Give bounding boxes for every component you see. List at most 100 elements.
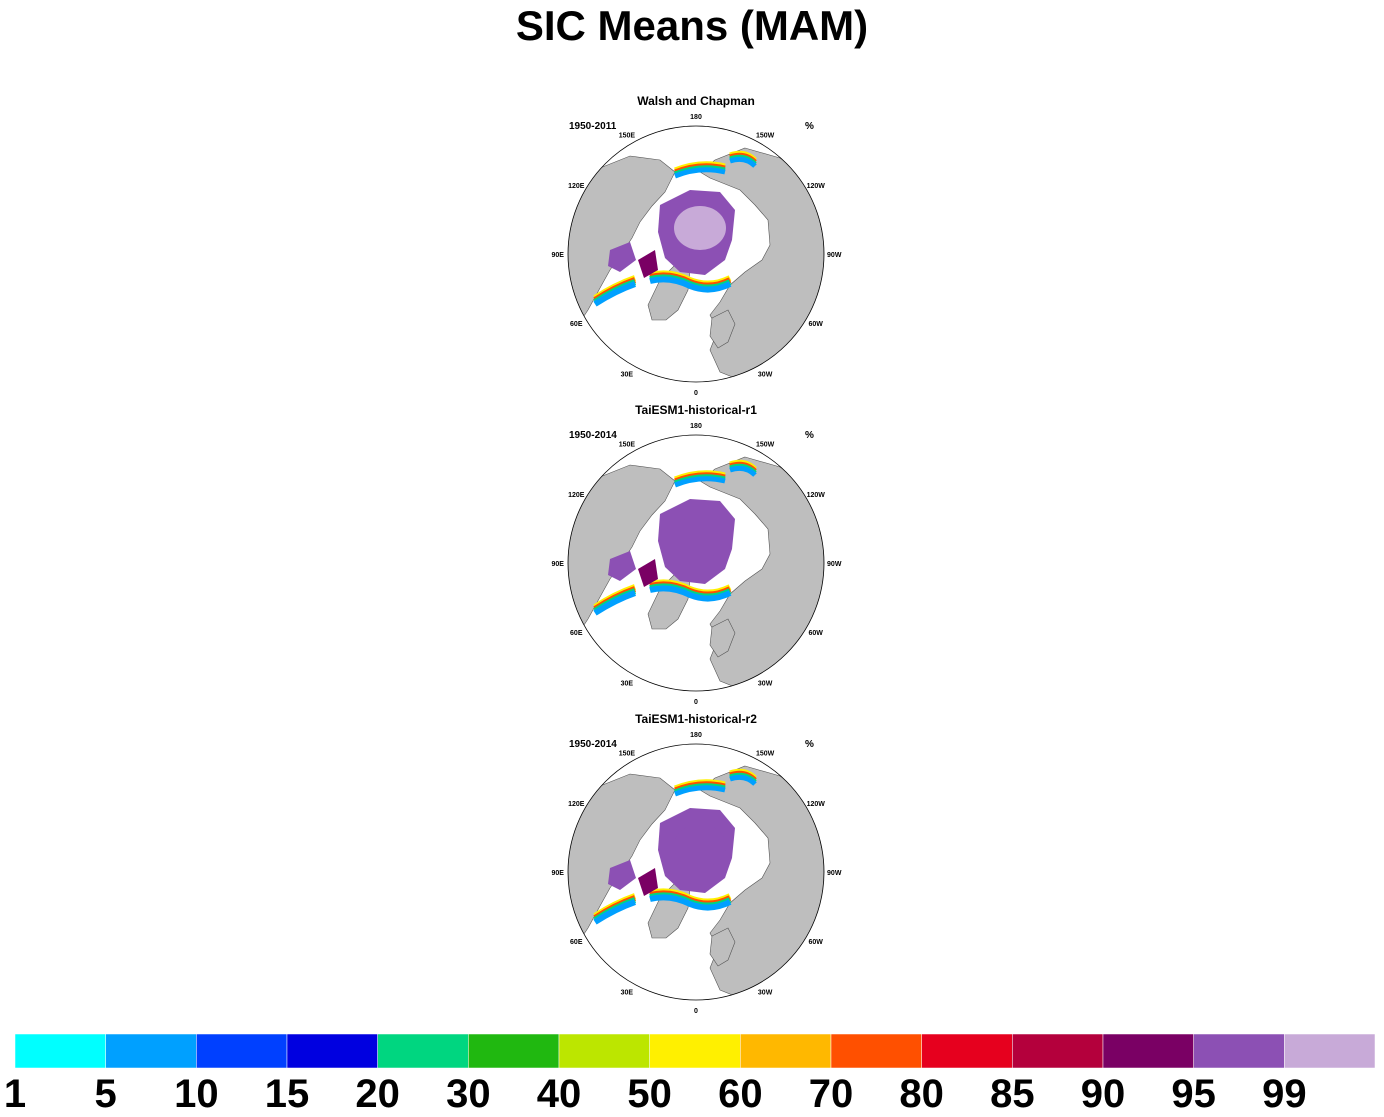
longitude-label: 180 — [690, 732, 702, 739]
colorbar-box — [1193, 1034, 1285, 1068]
longitude-label: 150E — [619, 750, 636, 757]
longitude-label: 30W — [758, 990, 773, 997]
colorbar-tick-label: 60 — [718, 1072, 763, 1116]
colorbar-box — [558, 1034, 650, 1068]
panel-period: 1950-2014 — [569, 430, 617, 441]
longitude-label: 90W — [827, 252, 842, 259]
panel-unit: % — [805, 739, 814, 750]
sea-ice-edge — [729, 774, 757, 786]
colorbar-tick-label: 80 — [899, 1072, 944, 1116]
longitude-label: 120E — [568, 183, 585, 190]
sea-ice-core — [674, 515, 726, 559]
longitude-label: 60W — [809, 939, 824, 946]
colorbar-box — [921, 1034, 1013, 1068]
colorbar-tick-label: 20 — [355, 1072, 400, 1116]
colorbar-tick-label: 50 — [627, 1072, 672, 1116]
sea-ice-baffin — [638, 868, 658, 896]
panel-title: TaiESM1-historical-r2 — [635, 712, 757, 726]
colorbar-tick-label: 95 — [1171, 1072, 1216, 1116]
sea-ice-hudson — [608, 860, 636, 890]
longitude-label: 150E — [619, 132, 636, 139]
longitude-label: 90E — [552, 252, 565, 259]
land-mass — [709, 309, 736, 349]
colorbar-tick-label: 15 — [264, 1072, 310, 1116]
figure-title: SIC Means (MAM) — [515, 2, 869, 49]
longitude-label: 120W — [807, 801, 826, 808]
colorbar-tick-label: 99 — [1262, 1072, 1307, 1116]
colorbar-box — [1102, 1034, 1194, 1068]
longitude-label: 30E — [621, 681, 634, 688]
panel-unit: % — [805, 121, 814, 132]
colorbar-box — [468, 1034, 560, 1068]
panel-title: Walsh and Chapman — [637, 94, 755, 108]
colorbar-box — [1284, 1034, 1375, 1068]
sea-ice-edge — [729, 465, 757, 477]
colorbar-box — [286, 1034, 378, 1068]
longitude-label: 150W — [756, 750, 775, 757]
colorbar-box — [15, 1034, 106, 1068]
colorbar-tick-label: 5 — [94, 1072, 117, 1116]
longitude-label: 90E — [552, 561, 565, 568]
sea-ice-hudson — [608, 242, 636, 272]
longitude-label: 0 — [694, 699, 698, 706]
panel-period: 1950-2014 — [569, 739, 617, 750]
colorbar-tick-label: 90 — [1080, 1072, 1126, 1116]
sea-ice-edge — [593, 899, 636, 925]
sea-ice-baffin — [638, 250, 658, 278]
longitude-label: 150W — [756, 441, 775, 448]
panel-unit: % — [805, 430, 814, 441]
longitude-label: 60W — [809, 630, 824, 637]
sea-ice-edge — [649, 894, 732, 911]
longitude-label: 60E — [570, 321, 583, 328]
colorbar-tick-label: 40 — [536, 1072, 582, 1116]
colorbar-box — [740, 1034, 832, 1068]
colorbar-tick-label: 1 — [3, 1072, 27, 1116]
sea-ice-edge — [593, 590, 636, 616]
sea-ice-edge — [674, 476, 726, 488]
colorbar-box — [649, 1034, 741, 1068]
longitude-label: 150E — [619, 441, 636, 448]
colorbar-tick-label: 10 — [174, 1072, 219, 1116]
sea-ice-edge — [674, 785, 726, 797]
colorbar-tick-label: 30 — [446, 1072, 491, 1116]
colorbar-labels: 1 5 10 15 20 30 40 50 60 70 80 85 90 95 99 — [0, 1072, 1384, 1117]
longitude-label: 60E — [570, 630, 583, 637]
polar-map: 180 150E 120E 90E 60E 30E 0 30W 60W 90W 120W 150W — [552, 114, 842, 397]
map-boundary — [567, 125, 825, 383]
sea-ice-edge — [729, 156, 757, 168]
sea-ice-edge — [674, 167, 726, 179]
longitude-label: 60W — [809, 321, 824, 328]
longitude-label: 150W — [756, 132, 775, 139]
polar-map: 180 150E 120E 90E 60E 30E 0 30W 60W 90W 120W 150W — [552, 732, 842, 1015]
longitude-label: 180 — [690, 423, 702, 430]
longitude-label: 120E — [568, 492, 585, 499]
longitude-label: 0 — [694, 1008, 698, 1015]
sea-ice-core — [674, 206, 726, 250]
sea-ice-hudson — [608, 551, 636, 581]
longitude-label: 120W — [807, 183, 826, 190]
sea-ice-baffin — [638, 559, 658, 587]
sea-ice-edge — [649, 276, 732, 293]
sea-ice-edge — [593, 281, 636, 307]
polar-map: 180 150E 120E 90E 60E 30E 0 30W 60W 90W 120W 150W — [552, 423, 842, 706]
panel-title: TaiESM1-historical-r1 — [635, 403, 757, 417]
colorbar-box — [1012, 1034, 1104, 1068]
longitude-label: 180 — [690, 114, 702, 121]
sea-ice-core — [674, 824, 726, 868]
panel-period: 1950-2011 — [569, 121, 617, 132]
longitude-label: 90W — [827, 561, 842, 568]
colorbar-tick-label: 70 — [808, 1072, 854, 1116]
longitude-label: 60E — [570, 939, 583, 946]
longitude-label: 90E — [552, 870, 565, 877]
colorbar-box — [377, 1034, 469, 1068]
longitude-label: 30W — [758, 681, 773, 688]
land-mass — [709, 927, 736, 967]
map-panel-walsh-chapman: Walsh and Chapman 1950-2011 % 180 150E 120… — [540, 94, 860, 397]
longitude-label: 30W — [758, 372, 773, 379]
map-panel-taiesm1-r1: TaiESM1-historical-r1 1950-2014 % 180 150… — [540, 403, 860, 706]
map-boundary — [567, 434, 825, 692]
longitude-label: 120W — [807, 492, 826, 499]
colorbar — [15, 1034, 1375, 1068]
longitude-label: 30E — [621, 990, 634, 997]
longitude-label: 90W — [827, 870, 842, 877]
